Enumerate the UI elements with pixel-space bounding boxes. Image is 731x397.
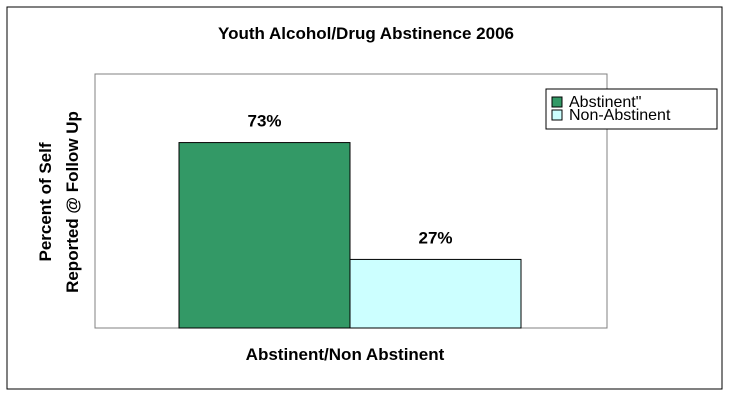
legend-swatch-abstinent	[551, 96, 563, 108]
data-label-abstinent: 73%	[247, 112, 281, 131]
legend-label-abstinent: Abstinent"	[569, 94, 641, 111]
legend: Abstinent" Non-Abstinent	[545, 88, 718, 130]
legend-label-non-abstinent: Non-Abstinent	[569, 107, 671, 124]
bar-abstinent	[178, 142, 351, 329]
y-axis-label-line-1: Percent of Self	[36, 142, 55, 261]
data-label-non-abstinent: 27%	[418, 228, 452, 247]
bar-non-abstinent	[349, 258, 522, 329]
legend-item-box	[545, 88, 718, 130]
y-axis-label-line-2: Reported @ Follow Up	[63, 111, 82, 293]
legend-swatch-non-abstinent	[551, 109, 563, 121]
x-axis-label: Abstinent/Non Abstinent	[246, 345, 445, 364]
chart-title: Youth Alcohol/Drug Abstinence 2006	[218, 24, 514, 43]
bars-group: 73% 27%	[178, 112, 522, 329]
